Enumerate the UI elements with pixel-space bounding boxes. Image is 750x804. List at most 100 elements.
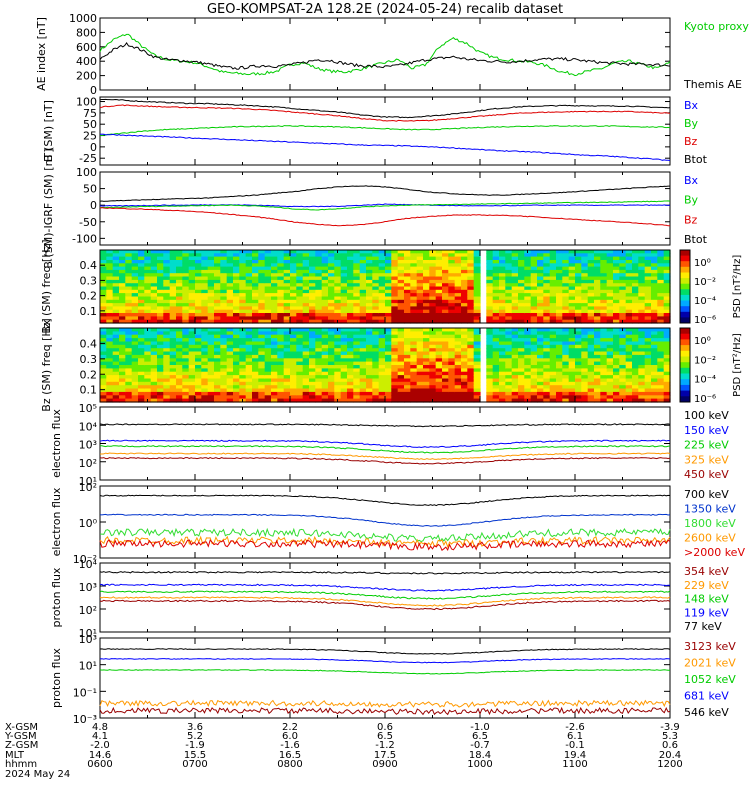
bz_spec-heatmap (100, 328, 671, 403)
footer-value: 18.4 (469, 750, 491, 761)
heatmap-cell (359, 309, 367, 314)
ytick-label: 200 (76, 70, 97, 83)
ytick-label: 10⁴ (79, 558, 98, 571)
heatmap-cell (302, 253, 310, 258)
heatmap-cell (429, 391, 437, 396)
heatmap-cell (157, 279, 164, 284)
heatmap-cell (537, 361, 544, 366)
heatmap-cell (245, 368, 253, 373)
heatmap-cell (252, 286, 259, 291)
heatmap-cell (423, 388, 430, 393)
heatmap-cell (404, 371, 411, 376)
heatmap-cell (258, 338, 266, 343)
heatmap-cell (195, 319, 202, 324)
heatmap-cell (644, 279, 652, 284)
heatmap-cell (397, 276, 405, 281)
heatmap-cell (429, 375, 437, 380)
heatmap-cell (461, 309, 468, 314)
heatmap-cell (594, 395, 601, 400)
heatmap-cell (568, 344, 576, 349)
heatmap-cell (283, 286, 291, 291)
heatmap-cell (505, 331, 513, 336)
heatmap-cell (492, 395, 500, 400)
heatmap-cell (492, 328, 500, 332)
heatmap-cell (220, 368, 228, 373)
heatmap-cell (404, 351, 411, 356)
heatmap-cell (125, 273, 133, 278)
heatmap-cell (594, 306, 601, 311)
heatmap-cell (182, 319, 190, 324)
heatmap-cell (549, 313, 557, 317)
heatmap-cell (125, 293, 133, 297)
heatmap-cell (195, 385, 202, 390)
heatmap-cell (321, 344, 329, 349)
heatmap-cell (144, 378, 152, 383)
heatmap-cell (518, 388, 525, 393)
heatmap-cell (258, 395, 266, 400)
heatmap-cell (347, 358, 354, 363)
heatmap-cell (467, 273, 475, 278)
heatmap-cell (328, 338, 335, 343)
heatmap-cell (543, 378, 551, 383)
heatmap-cell (448, 263, 456, 268)
heatmap-cell (505, 260, 513, 264)
heatmap-cell (473, 260, 481, 264)
heatmap-cell (106, 361, 114, 366)
heatmap-cell (442, 276, 449, 281)
heatmap-cell (594, 283, 601, 288)
heatmap-cell (112, 253, 120, 258)
heatmap-cell (347, 381, 354, 386)
heatmap-cell (100, 283, 107, 288)
heatmap-cell (125, 358, 133, 363)
heatmap-cell (157, 260, 164, 264)
heatmap-cell (505, 381, 513, 386)
heatmap-cell (233, 375, 240, 380)
heatmap-cell (106, 296, 114, 301)
heatmap-cell (511, 250, 519, 254)
series-line (99, 699, 671, 708)
heatmap-cell (334, 289, 342, 294)
heatmap-cell (397, 279, 405, 284)
heatmap-cell (252, 253, 259, 258)
heatmap-cell (220, 296, 228, 301)
colorbar-segment (680, 350, 690, 357)
heatmap-cell (258, 334, 266, 339)
heatmap-cell (258, 293, 266, 297)
heatmap-cell (182, 348, 190, 353)
heatmap-cell (448, 354, 456, 359)
heatmap-cell (594, 273, 601, 278)
heatmap-cell (625, 289, 633, 294)
heatmap-cell (644, 296, 652, 301)
heatmap-cell (378, 344, 386, 349)
heatmap-cell (442, 398, 449, 403)
heatmap-cell (366, 338, 373, 343)
heatmap-cell (252, 375, 259, 380)
heatmap-cell (397, 303, 405, 307)
heatmap-cell (524, 375, 532, 380)
heatmap-cell (461, 279, 468, 284)
heatmap-cell (207, 381, 215, 386)
heatmap-cell (657, 263, 665, 268)
heatmap-cell (600, 378, 608, 383)
heatmap-cell (182, 395, 190, 400)
heatmap-cell (397, 371, 405, 376)
heatmap-cell (283, 331, 291, 336)
heatmap-cell (182, 361, 190, 366)
heatmap-cell (226, 395, 234, 400)
heatmap-cell (492, 276, 500, 281)
heatmap-cell (594, 313, 601, 317)
heatmap-cell (404, 338, 411, 343)
heatmap-cell (663, 334, 671, 339)
heatmap-cell (423, 253, 430, 258)
heatmap-cell (594, 385, 601, 390)
heatmap-cell (429, 385, 437, 390)
heatmap-cell (340, 358, 348, 363)
heatmap-cell (467, 289, 475, 294)
heatmap-cell (239, 361, 247, 366)
heatmap-cell (518, 398, 525, 403)
heatmap-cell (568, 381, 576, 386)
heatmap-cell (518, 381, 525, 386)
heatmap-cell (277, 293, 285, 297)
heatmap-cell (372, 341, 380, 346)
heatmap-cell (169, 371, 177, 376)
